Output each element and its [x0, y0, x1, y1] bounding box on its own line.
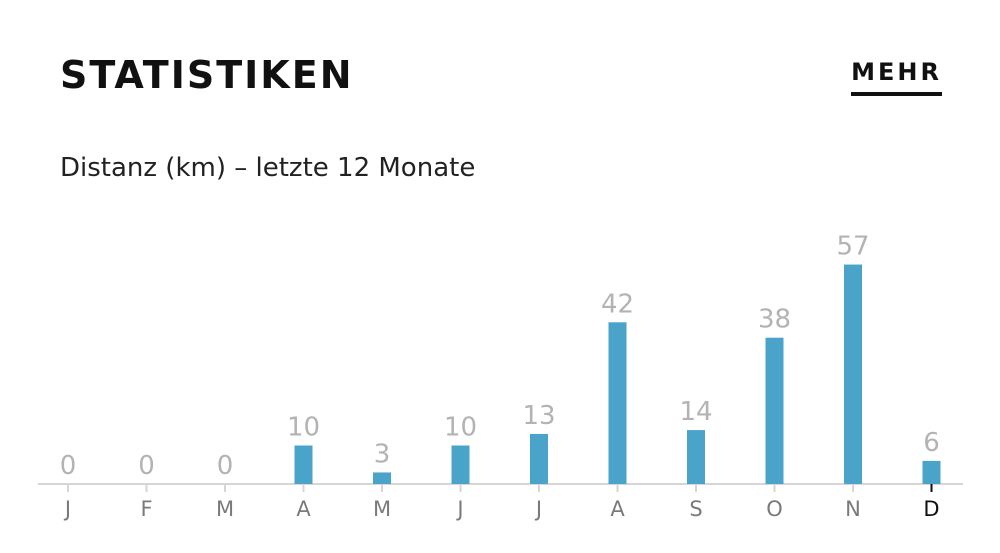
bar	[294, 445, 313, 484]
section-title: STATISTIKEN	[60, 53, 354, 97]
x-tick-label: A	[296, 497, 311, 521]
chart-subtitle: Distanz (km) – letzte 12 Monate	[60, 153, 476, 183]
x-tick-label: S	[689, 497, 702, 521]
bar	[844, 264, 862, 484]
bar	[373, 472, 391, 484]
bar	[687, 430, 705, 484]
bar-value-label: 14	[679, 397, 712, 427]
x-tick-label: J	[455, 497, 463, 521]
bar-value-label: 13	[522, 401, 555, 431]
bar	[608, 322, 627, 484]
x-tick-label: M	[373, 497, 391, 521]
bar-value-label: 57	[836, 232, 869, 262]
x-tick-label: N	[845, 497, 861, 521]
bar-value-label: 3	[374, 439, 391, 469]
more-link[interactable]: MEHR	[851, 56, 942, 96]
bar-value-label: 0	[138, 451, 155, 481]
bar-value-label: 42	[601, 289, 634, 319]
x-tick-label: J	[534, 497, 542, 521]
bar-value-label: 0	[60, 451, 77, 481]
bar-value-label: 6	[923, 428, 940, 458]
bar	[922, 460, 941, 484]
x-tick-label: F	[140, 497, 152, 521]
bar-value-label: 0	[217, 451, 234, 481]
x-tick-label: D	[923, 497, 939, 521]
x-tick-label: O	[766, 497, 783, 521]
x-tick-label: A	[610, 497, 625, 521]
x-tick-label: M	[216, 497, 234, 521]
bar-value-label: 38	[758, 305, 791, 335]
bar	[765, 337, 784, 484]
x-tick-label: J	[63, 497, 71, 521]
bar	[451, 445, 470, 484]
bar-value-label: 10	[444, 413, 477, 443]
bar-value-label: 10	[287, 413, 320, 443]
bar	[530, 433, 548, 484]
